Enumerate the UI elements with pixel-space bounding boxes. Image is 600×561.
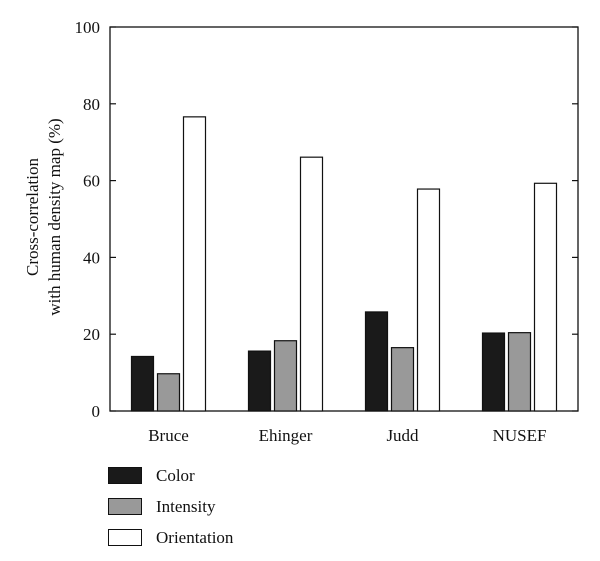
bar-color-judd <box>364 311 389 412</box>
y-axis: 0 20 40 60 80 100 <box>75 18 578 421</box>
bar-intensity-ehinger <box>273 340 298 412</box>
plot-border <box>109 26 579 412</box>
bar-intensity-nusef <box>507 332 532 412</box>
plot-frame <box>109 26 579 412</box>
bar-orientation-bruce <box>182 116 207 412</box>
bar-orientation-nusef <box>533 182 558 412</box>
bar-orientation-ehinger <box>299 156 324 412</box>
legend-swatch-color <box>108 467 142 484</box>
bar-color-nusef <box>481 332 506 412</box>
x-tick-label: NUSEF <box>493 426 547 445</box>
y-tick-label: 0 <box>92 402 101 421</box>
legend-label-intensity: Intensity <box>156 496 216 516</box>
legend-label-orientation: Orientation <box>156 527 234 547</box>
bars-group <box>130 116 558 412</box>
x-tick-label: Ehinger <box>259 426 313 445</box>
legend-item-orientation: Orientation <box>108 522 348 553</box>
y-axis-label-line-2: with human density map (%) <box>45 118 64 315</box>
bar-color-ehinger <box>247 350 272 412</box>
x-tick-label: Bruce <box>148 426 189 445</box>
legend-item-color: Color <box>108 460 348 491</box>
legend-swatch-orientation <box>108 529 142 546</box>
bar-chart: 0 20 40 60 80 100 Bruce Ehinger Judd NUSEF Cross… <box>23 18 579 445</box>
y-tick-label: 40 <box>83 248 100 267</box>
legend: Color Intensity Orientation <box>108 460 348 553</box>
x-tick-label: Judd <box>386 426 419 445</box>
y-tick-label: 100 <box>75 18 101 37</box>
legend-swatch-intensity <box>108 498 142 515</box>
bar-intensity-judd <box>390 347 415 412</box>
x-axis: Bruce Ehinger Judd NUSEF <box>148 405 546 445</box>
y-tick-label: 20 <box>83 325 100 344</box>
y-axis-label-line-1: Cross-correlation <box>23 157 42 276</box>
legend-item-intensity: Intensity <box>108 491 348 522</box>
legend-label-color: Color <box>156 465 195 485</box>
bar-color-bruce <box>130 355 155 412</box>
y-tick-label: 60 <box>83 172 100 191</box>
y-tick-label: 80 <box>83 95 100 114</box>
bar-intensity-bruce <box>156 373 181 412</box>
bar-orientation-judd <box>416 188 441 412</box>
